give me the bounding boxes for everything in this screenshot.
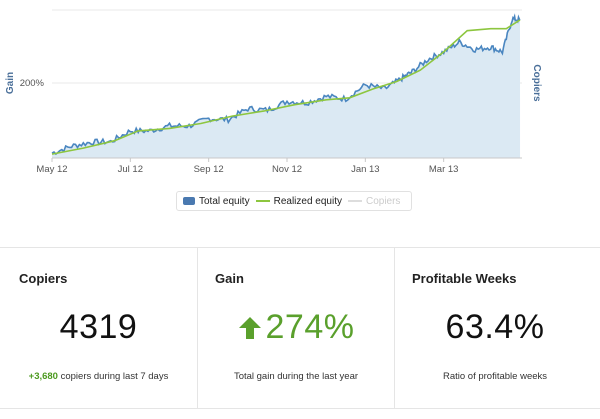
x-tick-label-2: Sep 12	[194, 164, 224, 175]
stats-divider-top	[0, 247, 600, 248]
chart-legend: Total equity Realized equity Copiers	[176, 191, 412, 211]
total-equity-swatch	[183, 197, 195, 205]
x-tick-label-5: Mar 13	[429, 164, 459, 175]
legend-label-total-equity: Total equity	[199, 195, 250, 207]
stats-divider-bottom	[0, 408, 600, 409]
profitable-weeks-caption: Ratio of profitable weeks	[442, 371, 548, 382]
legend-item-total-equity[interactable]: Total equity	[183, 196, 250, 207]
copiers-title: Copiers	[19, 271, 68, 286]
copiers-delta: +3,680	[28, 371, 58, 382]
y-tick-label-200: 200%	[20, 78, 45, 89]
x-tick-label-3: Nov 12	[272, 164, 302, 175]
copiers-caption: +3,680 copiers during last 7 days	[0, 371, 197, 382]
y-axis-title-copiers: Copiers	[531, 64, 542, 102]
realized-equity-swatch	[255, 200, 270, 202]
copiers-panel: Copiers 4319 +3,680 copiers during last …	[0, 248, 198, 408]
x-tick-label-1: Jul 12	[118, 164, 143, 175]
legend-label-realized-equity: Realized equity	[273, 195, 342, 207]
x-tick-label-0: May 12	[36, 164, 67, 175]
copiers-value: 4319	[59, 308, 138, 346]
realized-equity-line	[51, 19, 521, 155]
legend-item-realized-equity[interactable]: Realized equity	[255, 195, 342, 207]
copiers-caption-text: copiers during last 7 days	[57, 371, 169, 382]
gain-value: 274%	[265, 308, 355, 346]
equity-chart: May 12 Jul 12 Sep 12 Nov 12 Jan 13 Mar 13 200%…	[5, 9, 542, 211]
arrow-up-icon	[238, 316, 261, 339]
legend-label-copiers: Copiers	[365, 195, 401, 207]
profitable-weeks-title: Profitable Weeks	[412, 271, 517, 286]
gain-title: Gain	[215, 271, 244, 286]
y-axis-title-gain: Gain	[5, 72, 16, 94]
legend-item-copiers[interactable]: Copiers	[347, 195, 401, 207]
x-tick-label-4: Jan 13	[351, 164, 380, 175]
gain-value-row: 274%	[198, 308, 394, 347]
total-equity-area	[52, 16, 521, 159]
gain-caption: Total gain during the last year	[233, 371, 359, 382]
profitable-weeks-panel: Profitable Weeks 63.4% Ratio of profitab…	[395, 248, 595, 408]
profitable-weeks-value: 63.4%	[445, 308, 545, 346]
gain-panel: Gain 274% Total gain during the last yea…	[198, 248, 395, 408]
copiers-swatch	[347, 200, 362, 202]
equity-chart-svg: May 12 Jul 12 Sep 12 Nov 12 Jan 13 Mar 13 200%…	[5, 9, 542, 175]
